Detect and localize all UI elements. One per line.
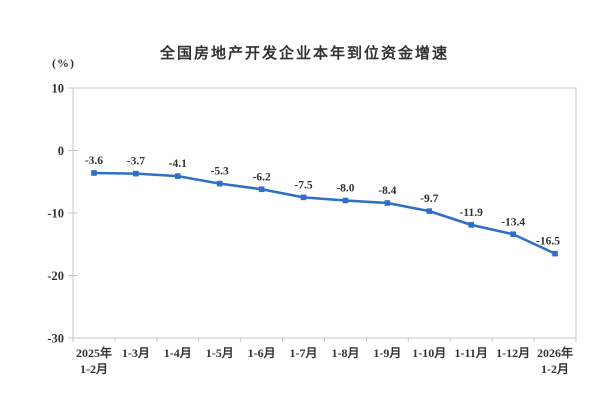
- data-point-label: -16.5: [536, 236, 560, 248]
- data-point-marker: [216, 180, 223, 187]
- x-axis-category-label: 1-5月: [206, 346, 234, 360]
- x-axis-category-label: 1-8月: [331, 346, 359, 360]
- x-axis-category-label: 1-6月: [248, 346, 276, 360]
- data-point-label: -3.7: [127, 156, 145, 168]
- y-axis-tick-label: -30: [47, 332, 64, 346]
- data-point-marker: [342, 197, 349, 204]
- data-point-label: -8.0: [336, 183, 354, 195]
- x-axis-category-label: 1-11月: [455, 346, 488, 360]
- data-series-line: [92, 171, 557, 255]
- data-point-label: -11.9: [460, 207, 484, 219]
- data-point-marker: [174, 173, 181, 179]
- data-point-marker: [133, 170, 139, 177]
- plot-area-border: [72, 87, 577, 339]
- data-point-marker: [426, 208, 433, 214]
- x-axis-category-label: 1-7月: [290, 346, 318, 360]
- data-point-label: -4.1: [169, 158, 187, 170]
- x-axis-category-label: 2026年 1-2月: [537, 345, 573, 376]
- x-axis-category-label: 1-3月: [122, 346, 150, 360]
- data-point-marker: [384, 200, 391, 206]
- data-point-marker: [300, 194, 307, 201]
- x-axis-category-label: 1-9月: [373, 346, 401, 360]
- x-axis-category-label: 1-10月: [412, 346, 446, 360]
- data-point-label: -7.5: [294, 179, 312, 191]
- data-point-label: -6.2: [253, 171, 271, 183]
- data-point-label: -8.4: [378, 185, 396, 197]
- data-point-marker: [258, 186, 265, 193]
- y-axis-tick-label: -10: [47, 207, 64, 221]
- data-point-label: -9.7: [420, 193, 438, 205]
- y-axis-tick-label: 10: [52, 82, 65, 96]
- y-axis-unit-label: (%): [52, 56, 75, 70]
- data-point-label: -3.6: [85, 155, 103, 167]
- x-axis-category-label: 2025年 1-2月: [76, 345, 112, 376]
- data-point-marker: [91, 170, 97, 176]
- y-axis-tick-label: 0: [58, 144, 64, 158]
- data-point-marker: [510, 231, 516, 238]
- data-point-label: -13.4: [501, 216, 525, 228]
- y-axis-tick-label: -20: [47, 269, 64, 283]
- data-point-label: -5.3: [211, 166, 229, 178]
- chart-title: 全国房地产开发企业本年到位资金增速: [159, 45, 449, 62]
- x-axis-category-label: 1-4月: [164, 346, 192, 360]
- data-point-marker: [552, 250, 558, 257]
- data-point-marker: [468, 222, 475, 228]
- x-axis-category-label: 1-12月: [496, 346, 530, 360]
